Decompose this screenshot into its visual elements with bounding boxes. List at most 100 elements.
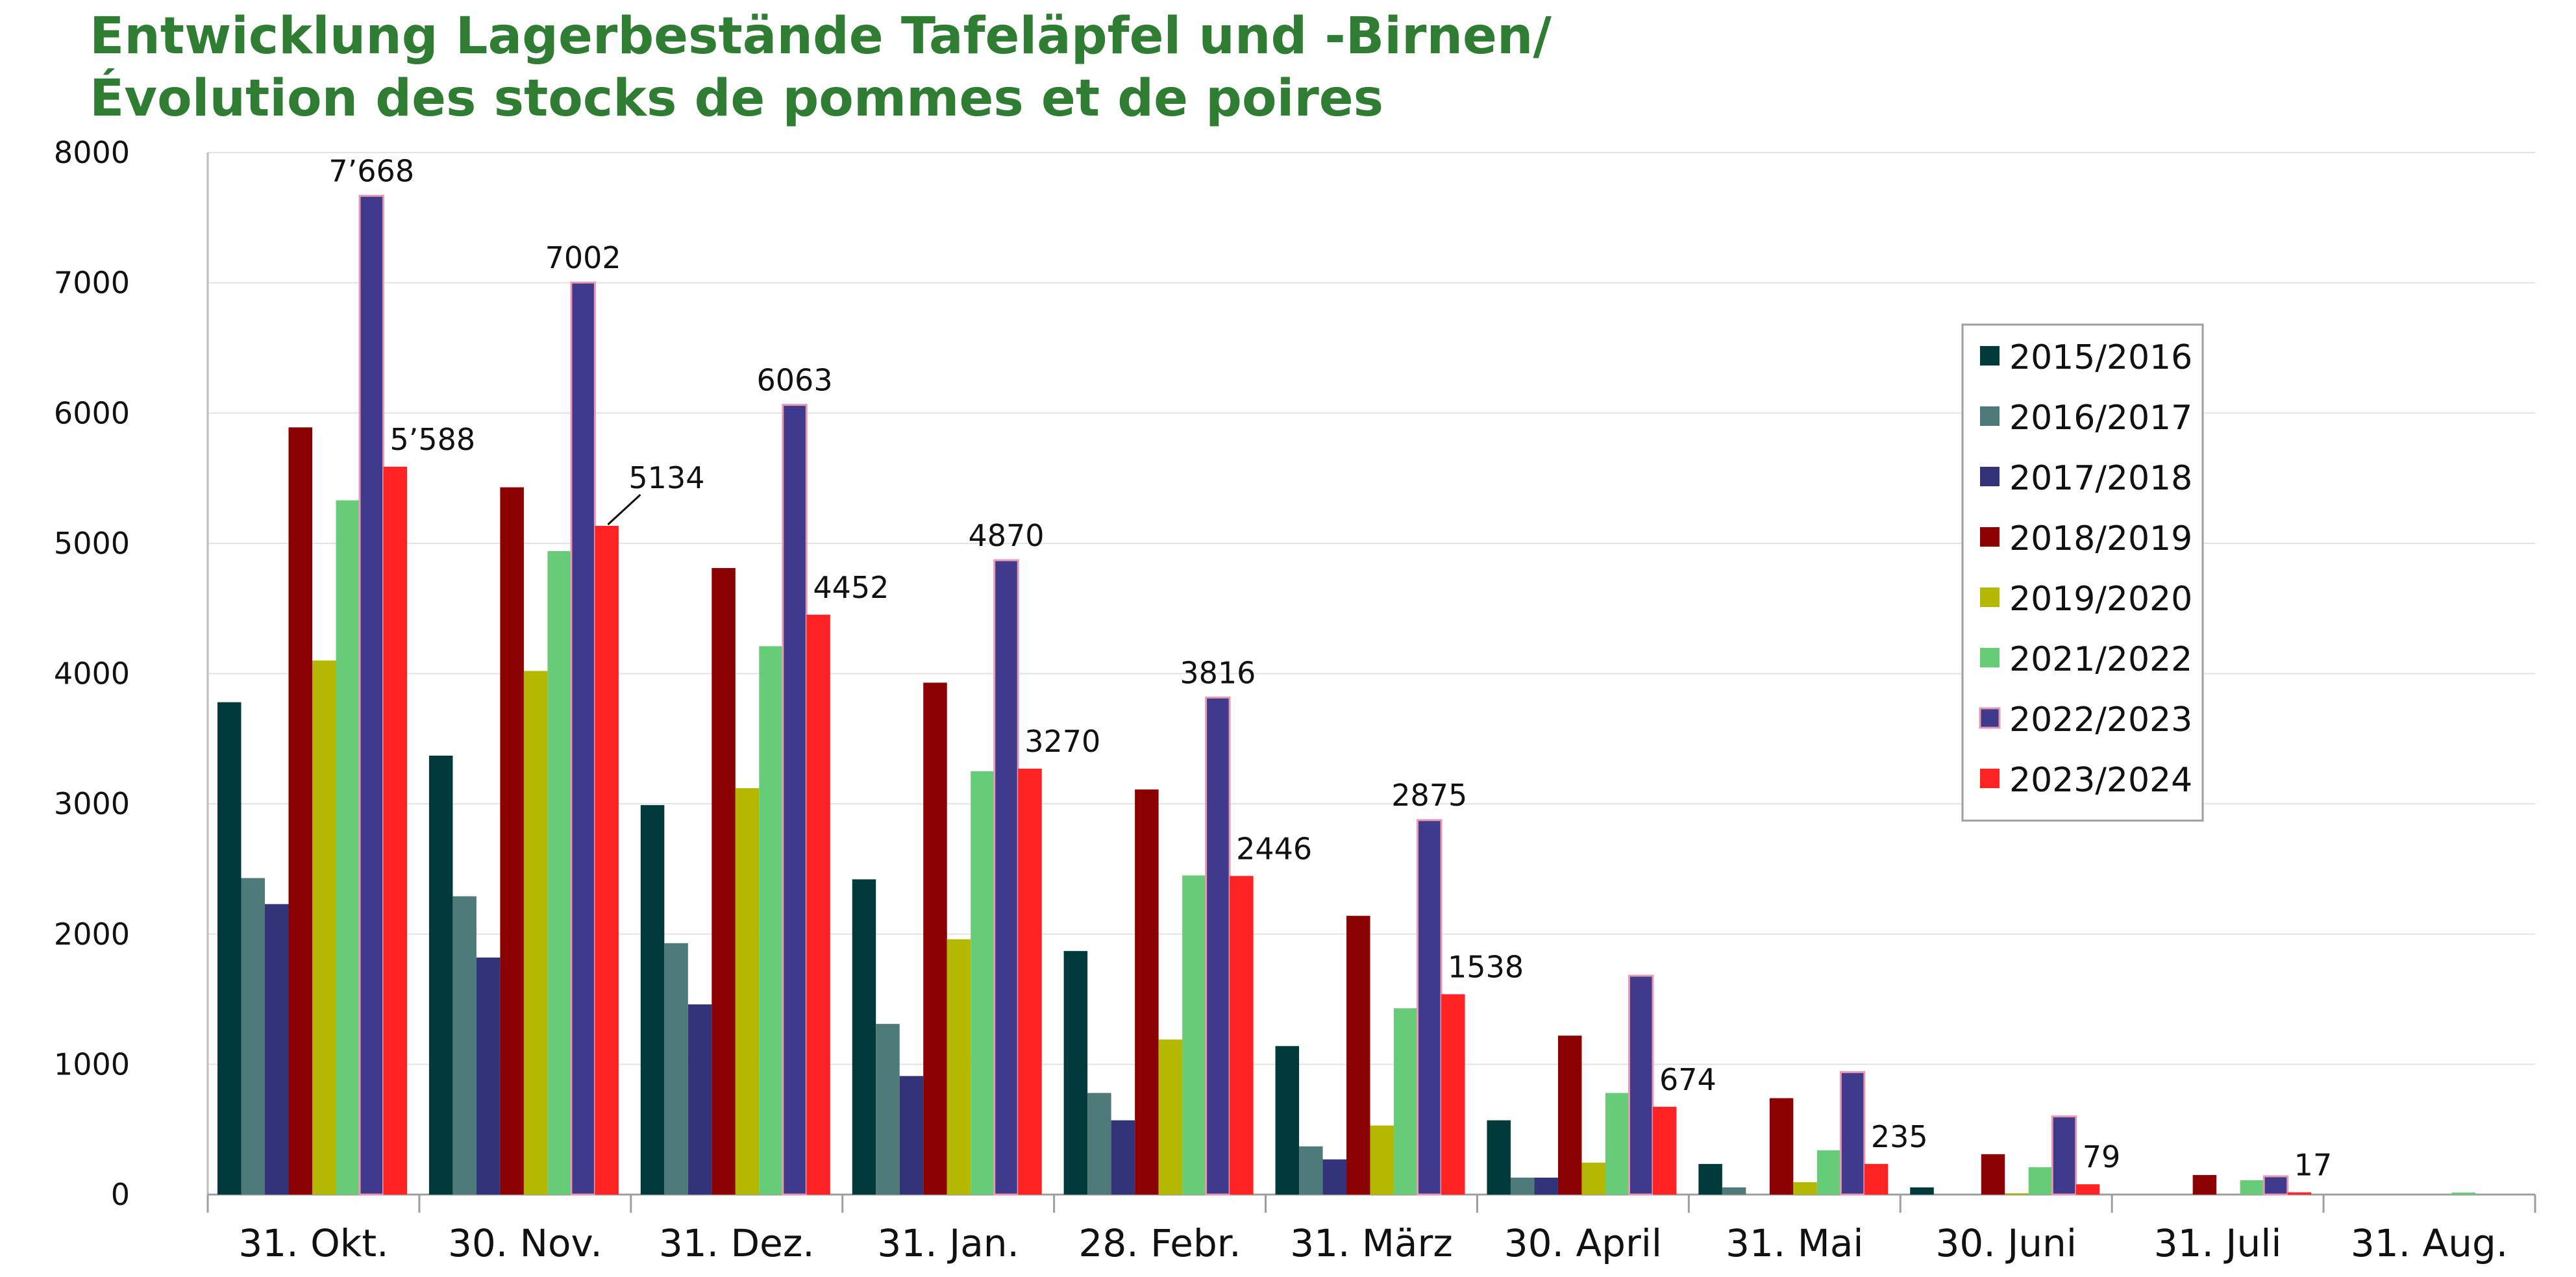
bar-2017-2018-3 [899,1076,924,1195]
bar-2021-2022-3 [971,771,995,1195]
bar-2021-2022-10 [2451,1192,2476,1195]
bar-2016-2017-4 [1087,1093,1111,1195]
x-axis: 31. Okt. 30. Nov. 31. Dez. 31. Jan. 28. Febr… [206,1193,2536,1265]
bar-2018-2019-1 [500,487,524,1195]
y-tick-label: 2000 [54,917,130,952]
data-label: 4452 [813,570,889,605]
bar-2022-2023-0 [358,195,384,1196]
x-category-label: 31. Jan. [877,1221,1019,1265]
bar-2021-2022-8 [2028,1167,2053,1195]
bar-2023-2024-7 [1864,1163,1889,1195]
bar-2022-2023-6 [1628,974,1654,1196]
legend-swatch [1980,769,2000,788]
bar-2022-2023-4 [1205,696,1231,1196]
bar-2022-2023-8 [2051,1115,2077,1196]
bar-2023-2024-3 [1018,768,1042,1195]
bar-2019-2020-0 [312,660,336,1195]
bar-2021-2022-4 [1182,875,1206,1195]
legend-entry: 2018/2019 [2009,519,2192,558]
bar-2022-2023-2 [782,404,808,1196]
x-category-label: 31. Mai [1726,1221,1863,1265]
bar-2018-2019-9 [2192,1174,2217,1195]
legend-box [1961,323,2204,822]
bar-2016-2017-5 [1299,1146,1323,1195]
bar-2023-2024-5 [1441,994,1465,1195]
bar-2022-2023-9 [2262,1175,2289,1196]
bar-2015-2016-8 [1910,1187,1934,1195]
legend-entry: 2017/2018 [2009,459,2192,498]
data-label: 3270 [1024,724,1100,759]
bar-2022-2023-1 [570,281,596,1196]
bar-2015-2016-3 [852,879,876,1195]
x-category-label: 31. März [1290,1221,1453,1265]
bar-2015-2016-5 [1275,1046,1300,1195]
data-label: 2446 [1236,831,1312,866]
legend-entry: 2023/2024 [2009,761,2192,800]
bar-2019-2020-3 [947,939,971,1195]
bar-2022-2023-3 [993,559,1019,1196]
bar-2017-2018-5 [1322,1159,1347,1195]
bar-2019-2020-4 [1158,1039,1183,1195]
data-label: 4870 [968,518,1044,553]
data-label: 1538 [1448,949,1524,984]
bar-2023-2024-0 [383,466,407,1195]
x-category-label: 30. Nov. [448,1221,602,1265]
data-label: 674 [1659,1062,1716,1097]
label-leader-line [607,493,641,526]
bar-2019-2020-6 [1581,1162,1605,1195]
bar-2019-2020-7 [1793,1182,1817,1195]
bar-2015-2016-7 [1698,1163,1722,1195]
y-axis: 0 1000 2000 3000 4000 5000 6000 7000 8000 [54,135,209,1212]
y-tick-label: 0 [111,1177,130,1212]
bar-2021-2022-0 [336,500,360,1195]
data-label: 7002 [545,240,621,275]
bar-2017-2018-1 [476,957,501,1195]
bar-2016-2017-6 [1510,1177,1535,1195]
bar-2017-2018-2 [687,1004,712,1195]
bars [217,195,2476,1196]
y-tick-label: 7000 [54,266,130,301]
chart-title-block: Entwicklung Lagerbestände Tafeläpfel und… [90,5,1552,130]
bar-2016-2017-1 [452,896,477,1195]
data-label: 6063 [757,363,833,398]
bar-2023-2024-8 [2075,1184,2100,1195]
data-label: 235 [1871,1119,1928,1154]
bar-2018-2019-4 [1135,789,1159,1195]
bar-2017-2018-0 [265,904,289,1195]
x-category-label: 30. April [1504,1221,1662,1265]
data-label: 17 [2294,1148,2333,1183]
bar-2022-2023-7 [1839,1071,1866,1196]
legend-swatch [1980,467,2000,486]
chart-title: Entwicklung Lagerbestände Tafeläpfel und… [90,7,1552,66]
bar-2015-2016-6 [1487,1120,1511,1195]
y-tick-label: 6000 [54,395,130,430]
bar-2016-2017-2 [664,943,688,1195]
legend-entry: 2021/2022 [2009,640,2192,679]
bar-2021-2022-6 [1605,1093,1629,1195]
bar-2016-2017-7 [1722,1187,1746,1195]
bar-2021-2022-2 [759,646,783,1195]
data-label: 2875 [1391,778,1467,813]
x-category-label: 30. Juni [1936,1221,2077,1265]
bar-2021-2022-9 [2240,1180,2264,1195]
bar-2015-2016-1 [428,755,453,1195]
bar-2017-2018-4 [1111,1120,1135,1195]
bar-2015-2016-0 [217,702,242,1195]
bar-2016-2017-0 [241,878,265,1195]
bar-2019-2020-1 [523,671,548,1195]
bar-2019-2020-5 [1370,1125,1394,1195]
data-label: 5134 [628,460,704,495]
x-category-label: 28. Febr. [1078,1221,1241,1265]
y-tick-label: 8000 [54,135,130,170]
bar-2023-2024-6 [1652,1106,1677,1195]
data-label: 5’588 [390,422,476,457]
legend-entry: 2015/2016 [2009,338,2192,377]
bar-2018-2019-2 [712,567,736,1195]
bar-2021-2022-1 [547,551,571,1195]
legend-entry: 2016/2017 [2009,399,2192,438]
data-label: 3816 [1180,655,1256,690]
x-category-label: 31. Okt. [238,1221,388,1265]
bar-2015-2016-2 [640,805,665,1195]
x-category-label: 31. Juli [2154,1221,2282,1265]
